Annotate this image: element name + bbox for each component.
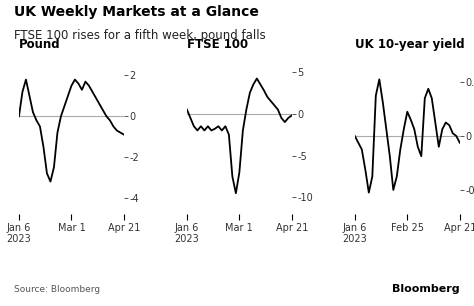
Text: Source: Bloomberg: Source: Bloomberg	[14, 285, 100, 294]
Text: Pound: Pound	[19, 38, 61, 51]
Text: UK Weekly Markets at a Glance: UK Weekly Markets at a Glance	[14, 5, 259, 19]
Text: FTSE 100: FTSE 100	[187, 38, 248, 51]
Text: FTSE 100 rises for a fifth week, pound falls: FTSE 100 rises for a fifth week, pound f…	[14, 29, 266, 42]
Text: UK 10-year yield: UK 10-year yield	[355, 38, 465, 51]
Text: Bloomberg: Bloomberg	[392, 284, 460, 294]
